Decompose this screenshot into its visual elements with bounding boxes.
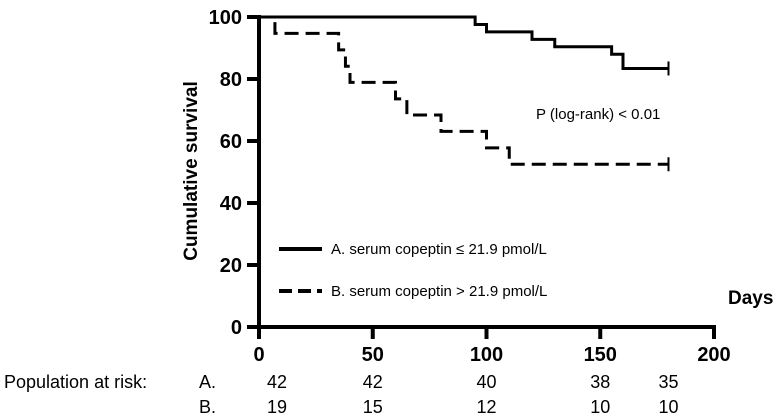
risk-table-label: Population at risk: [4,372,147,392]
x-axis-title: Days [728,288,773,309]
x-tick-label: 200 [697,344,730,366]
axes [247,15,716,339]
risk-value-b: 10 [658,397,678,417]
series-b-line [259,15,669,166]
risk-value-b: 10 [590,397,610,417]
series-a-line [259,15,669,70]
risk-value-a: 40 [476,372,496,392]
y-tick-label: 60 [220,131,242,153]
population-at-risk-table: Population at risk: A. B. 42 42 40 38 35 19 15… [4,372,679,417]
risk-value-b: 12 [476,397,496,417]
series-lines [259,15,670,172]
legend: A. serum copeptin ≤ 21.9 pmol/L B. serum… [279,241,547,300]
risk-value-b: 15 [363,397,383,417]
risk-value-a: 35 [658,372,678,392]
risk-values: 42 42 40 38 35 19 15 12 10 10 [267,372,679,417]
y-tick-label: 20 [220,255,242,277]
tick-labels: 0 20 40 60 80 100 0 50 100 150 200 [209,7,731,366]
x-tick-label: 0 [253,344,264,366]
x-tick-label: 100 [470,344,503,366]
risk-value-b: 19 [267,397,287,417]
legend-label-b: B. serum copeptin > 21.9 pmol/L [331,283,547,300]
y-axis-title: Cumulative survival [181,81,202,261]
risk-value-a: 42 [267,372,287,392]
pvalue-annotation: P (log-rank) < 0.01 [536,106,660,123]
y-tick-label: 80 [220,69,242,91]
y-tick-label: 40 [220,193,242,215]
risk-value-a: 38 [590,372,610,392]
risk-group-a-label: A. [199,372,216,392]
risk-group-b-label: B. [199,397,216,417]
risk-value-a: 42 [363,372,383,392]
x-tick-label: 50 [362,344,384,366]
x-tick-label: 150 [584,344,617,366]
legend-label-a: A. serum copeptin ≤ 21.9 pmol/L [331,241,547,258]
y-tick-label: 100 [209,7,242,29]
y-tick-label: 0 [231,317,242,339]
